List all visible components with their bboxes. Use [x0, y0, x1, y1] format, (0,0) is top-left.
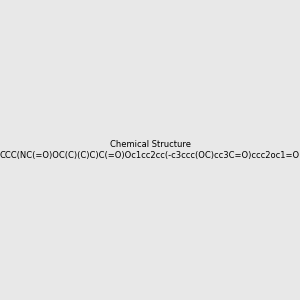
Text: Chemical Structure
CCC(NC(=O)OC(C)(C)C)C(=O)Oc1cc2cc(-c3ccc(OC)cc3C=O)ccc2oc1=O: Chemical Structure CCC(NC(=O)OC(C)(C)C)C…: [0, 140, 300, 160]
